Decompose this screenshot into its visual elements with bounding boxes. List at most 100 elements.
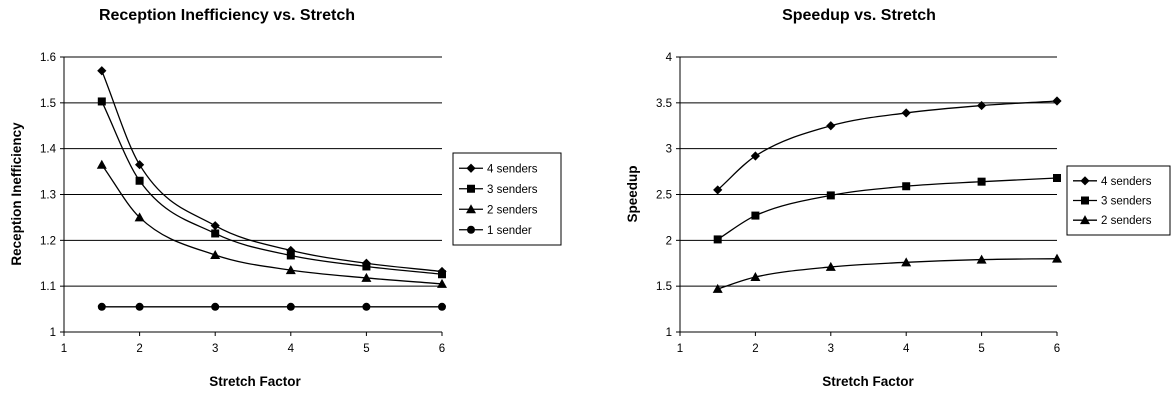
data-point [285,265,296,275]
y-tick-label: 2 [666,235,672,247]
legend-item: 2 senders [1073,215,1152,227]
x-tick-label: 3 [212,343,218,355]
legend-label: 1 sender [487,225,532,237]
y-tick-label: 1.6 [40,52,56,64]
data-point [1053,174,1061,182]
data-point [438,270,446,279]
data-point [96,159,107,169]
data-point [97,97,106,106]
data-point [1052,253,1062,263]
series-line [101,70,443,273]
data-point [901,108,911,118]
y-tick-label: 2.5 [656,190,672,202]
series-line [101,101,443,275]
series-2-senders [712,253,1062,293]
data-point [976,254,987,264]
series-4-senders [97,66,447,277]
data-point [286,251,295,260]
legend-marker [1080,215,1090,225]
y-tick-label: 1.4 [40,144,57,156]
x-axis-label: Stretch Factor [209,374,301,389]
data-point [977,100,987,111]
data-point [362,302,371,311]
legend: 4 senders 3 senders 2 senders [1066,165,1171,236]
data-point [826,191,835,200]
legend-item: 4 senders [1073,176,1152,188]
data-point [901,257,912,267]
y-tick-label: 1.1 [40,281,56,293]
x-tick-label: 1 [61,343,67,355]
y-tick-label: 1.5 [40,98,56,110]
data-point [286,302,295,311]
legend-marker [466,163,476,173]
legend-label: 3 senders [1101,196,1152,208]
chart-title: Speedup vs. Stretch [782,7,936,24]
x-tick-label: 2 [136,343,142,355]
y-tick-label: 4 [666,52,673,64]
legend-item: 3 senders [1073,196,1152,208]
data-point [751,211,760,220]
series-line [717,100,1058,191]
legend-marker [467,184,475,193]
data-point [826,121,836,131]
legend: 4 senders 3 senders 2 senders 1 sender [452,152,562,246]
legend-label: 2 senders [487,204,538,216]
y-tick-label: 1.3 [40,190,56,202]
series-line [717,177,1058,240]
legend-marker [466,204,476,214]
data-point [438,302,446,311]
data-point [977,177,986,186]
data-point [825,261,836,271]
y-tick-label: 1.2 [40,235,56,247]
y-axis-label: Speedup [625,165,640,222]
data-point [210,250,221,259]
data-point [97,302,106,311]
y-tick-label: 1 [666,327,672,339]
legend-marker [1081,196,1089,205]
legend-label: 3 senders [487,184,538,196]
data-point [97,66,107,76]
data-point [713,185,723,195]
y-tick-label: 3.5 [656,98,672,110]
data-point [210,221,220,231]
y-tick-label: 1 [50,327,56,339]
chart-title: Reception Inefficiency vs. Stretch [99,7,355,24]
y-tick-label: 1.5 [656,281,672,293]
x-tick-label: 1 [677,343,683,355]
data-point [211,229,220,238]
legend-marker [1080,176,1090,186]
x-tick-label: 4 [288,343,295,355]
legend-item: 4 senders [459,163,538,175]
legend-item: 3 senders [459,184,538,196]
series-line [101,164,443,285]
x-tick-label: 3 [828,343,834,355]
legend-item: 1 sender [459,225,532,237]
data-point [135,160,145,170]
data-point [362,262,371,271]
series-4-senders [713,96,1062,195]
data-point [902,182,911,191]
legend-label: 4 senders [1101,176,1152,188]
x-tick-label: 5 [978,343,984,355]
chart-reception-inefficiency: Reception Inefficiency vs. Stretch Stret… [9,7,562,389]
series-2-senders [96,159,447,288]
series-line [717,258,1058,290]
data-point [750,272,761,281]
chart-speedup: Speedup vs. Stretch Stretch Factor Speed… [625,7,1171,389]
legend-label: 4 senders [487,163,538,175]
data-point [211,302,220,311]
legend-marker [467,225,475,234]
data-point [437,278,447,288]
x-tick-label: 2 [752,343,758,355]
data-point [713,235,722,244]
data-point [750,151,760,161]
x-tick-label: 5 [363,343,369,355]
series-1-sender [97,302,446,311]
legend-item: 2 senders [459,204,538,216]
data-point [361,272,372,282]
legend-label: 2 senders [1101,215,1152,227]
data-point [135,302,144,311]
x-axis-label: Stretch Factor [822,374,914,389]
series-3-senders [97,97,446,279]
